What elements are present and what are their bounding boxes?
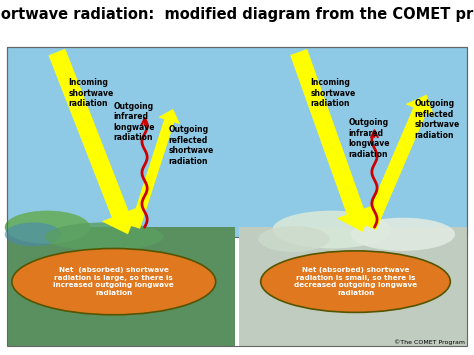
Text: Net shortwave radiation:  modified diagram from the COMET program: Net shortwave radiation: modified diagra… [0,7,474,22]
Text: Outgoing
reflected
shortwave
radiation: Outgoing reflected shortwave radiation [168,125,213,166]
Bar [7,227,235,345]
Polygon shape [363,95,434,230]
Bar [7,47,467,345]
Ellipse shape [273,211,391,248]
Ellipse shape [258,226,329,252]
Text: ©The COMET Program: ©The COMET Program [393,339,465,345]
Ellipse shape [45,223,164,251]
Ellipse shape [261,251,450,312]
Text: Outgoing
infrared
longwave
radiation: Outgoing infrared longwave radiation [348,118,390,159]
Ellipse shape [5,223,62,246]
Text: Incoming
shortwave
radiation: Incoming shortwave radiation [69,78,114,108]
Text: Outgoing
infrared
longwave
radiation: Outgoing infrared longwave radiation [114,102,155,142]
Bar [0,0,474,47]
Text: Incoming
shortwave
radiation: Incoming shortwave radiation [310,78,356,108]
Text: Net (absorbed) shortwave
radiation is small, so there is
decreased outgoing long: Net (absorbed) shortwave radiation is sm… [294,267,417,296]
Ellipse shape [351,218,455,251]
Ellipse shape [12,248,216,315]
Ellipse shape [5,211,90,244]
Polygon shape [290,49,374,232]
Text: Outgoing
reflected
shortwave
radiation: Outgoing reflected shortwave radiation [415,99,460,140]
Polygon shape [130,109,180,229]
Bar [239,227,467,345]
Text: Net  (absorbed) shortwave
radiation is large, so there is
increased outgoing lon: Net (absorbed) shortwave radiation is la… [54,267,174,296]
Bar [7,47,467,237]
Polygon shape [48,49,138,234]
